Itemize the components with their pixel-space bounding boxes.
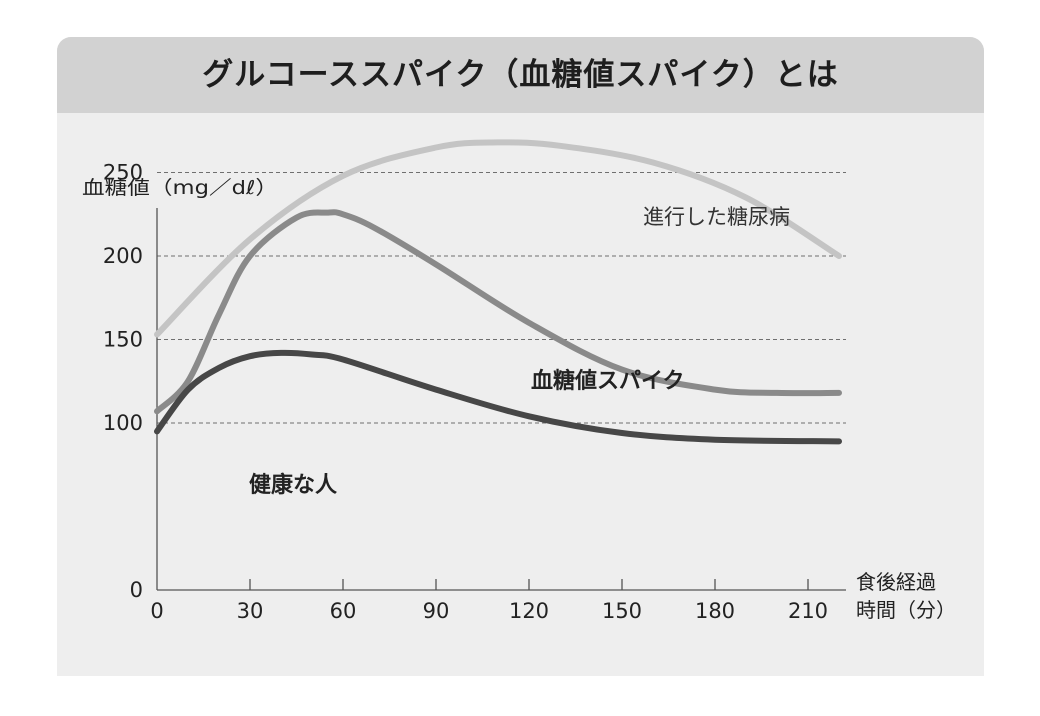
x-tick-label: 180 [695,599,735,623]
series-lines [154,139,842,445]
y-tick-label: 100 [103,411,143,435]
x-axis-label-line1: 食後経過 [856,570,936,594]
y-tick-label: 200 [103,244,143,268]
y-axis-label: 血糖値（mg／dℓ） [82,177,278,199]
chart-title: グルコーススパイク（血糖値スパイク）とは [202,57,839,93]
x-axis-label-line2: 時間（分） [856,598,956,622]
series-label-healthy: 健康な人 [249,472,337,498]
series-line-glucose-spike [154,209,842,415]
x-tick-label: 60 [330,599,357,623]
y-tick-label: 0 [130,578,143,602]
series-label-glucose-spike: 血糖値スパイク [531,368,685,394]
series-line-healthy [154,349,842,445]
axis-ticks: 0 100 150 200 250 0 30 60 90 120 150 180 210 [103,161,828,624]
x-tick-label: 150 [602,599,642,623]
x-tick-label: 210 [788,599,828,623]
x-tick-label: 120 [509,599,549,623]
x-tick-label: 0 [150,599,163,623]
x-tick-label: 30 [237,599,264,623]
x-tick-label: 90 [423,599,450,623]
series-line-advanced-diabetes [154,139,842,338]
y-tick-label: 150 [103,328,143,352]
gridlines [157,172,846,424]
title-bar: グルコーススパイク（血糖値スパイク）とは [57,37,984,113]
y-tick-label: 250 [103,161,143,185]
series-label-advanced-diabetes: 進行した糖尿病 [643,205,790,229]
